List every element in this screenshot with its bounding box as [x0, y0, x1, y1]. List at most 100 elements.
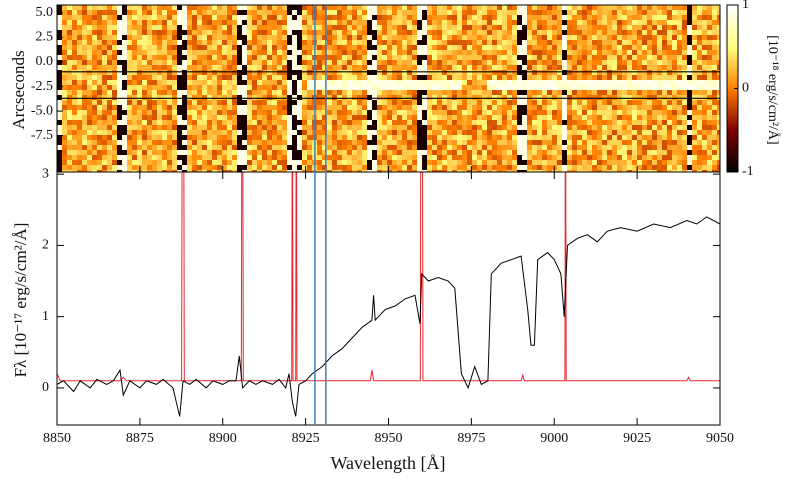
- pixel: [587, 55, 592, 60]
- pixel: [507, 100, 512, 105]
- pixel: [217, 65, 222, 70]
- pixel: [632, 5, 637, 10]
- pixel: [607, 50, 612, 55]
- pixel: [227, 40, 232, 45]
- pixel: [422, 105, 427, 110]
- pixel: [162, 105, 167, 110]
- pixel: [402, 100, 407, 105]
- pixel: [537, 30, 542, 35]
- pixel: [492, 10, 497, 15]
- pixel: [557, 55, 562, 60]
- pixel: [487, 35, 492, 40]
- pixel: [322, 135, 327, 140]
- pixel: [237, 15, 242, 20]
- pixel: [182, 150, 187, 155]
- pixel: [187, 35, 192, 40]
- pixel: [482, 60, 487, 65]
- pixel: [417, 40, 422, 45]
- pixel: [537, 145, 542, 150]
- pixel: [57, 85, 62, 90]
- pixel: [187, 135, 192, 140]
- pixel: [562, 170, 567, 172]
- pixel: [527, 25, 532, 30]
- pixel: [452, 115, 457, 120]
- pixel: [652, 165, 657, 170]
- pixel: [252, 65, 257, 70]
- pixel: [442, 120, 447, 125]
- pixel: [57, 95, 62, 100]
- pixel: [502, 35, 507, 40]
- pixel: [477, 155, 482, 160]
- pixel: [307, 20, 312, 25]
- pixel: [392, 90, 397, 95]
- pixel: [327, 120, 332, 125]
- pixel: [632, 140, 637, 145]
- pixel: [152, 40, 157, 45]
- pixel: [247, 35, 252, 40]
- pixel: [692, 115, 697, 120]
- pixel: [72, 15, 77, 20]
- pixel: [127, 110, 132, 115]
- pixel: [357, 10, 362, 15]
- pixel: [677, 90, 682, 95]
- pixel: [562, 70, 567, 75]
- pixel: [572, 115, 577, 120]
- pixel: [682, 25, 687, 30]
- pixel: [442, 140, 447, 145]
- pixel: [282, 125, 287, 130]
- pixel: [552, 100, 557, 105]
- pixel: [612, 150, 617, 155]
- pixel: [717, 25, 720, 30]
- pixel: [207, 65, 212, 70]
- pixel: [667, 100, 672, 105]
- pixel: [62, 100, 67, 105]
- pixel: [82, 30, 87, 35]
- pixel: [282, 20, 287, 25]
- pixel: [177, 20, 182, 25]
- pixel: [627, 85, 632, 90]
- pixel: [317, 135, 322, 140]
- pixel: [462, 125, 467, 130]
- pixel: [227, 135, 232, 140]
- pixel: [702, 30, 707, 35]
- pixel: [622, 95, 627, 100]
- pixel: [662, 95, 667, 100]
- pixel: [117, 30, 122, 35]
- pixel: [77, 15, 82, 20]
- pixel: [502, 50, 507, 55]
- pixel: [362, 105, 367, 110]
- pixel: [462, 170, 467, 172]
- pixel: [202, 45, 207, 50]
- pixel: [257, 70, 262, 75]
- pixel: [417, 140, 422, 145]
- pixel: [437, 20, 442, 25]
- pixel: [282, 115, 287, 120]
- pixel: [207, 95, 212, 100]
- pixel: [272, 70, 277, 75]
- pixel: [137, 40, 142, 45]
- pixel: [452, 65, 457, 70]
- pixel: [252, 45, 257, 50]
- pixel: [582, 140, 587, 145]
- pixel: [547, 130, 552, 135]
- pixel: [437, 115, 442, 120]
- pixel: [112, 165, 117, 170]
- pixel: [347, 150, 352, 155]
- pixel: [82, 35, 87, 40]
- pixel: [437, 35, 442, 40]
- pixel: [342, 150, 347, 155]
- pixel: [642, 135, 647, 140]
- pixel: [367, 150, 372, 155]
- pixel: [342, 50, 347, 55]
- pixel: [122, 45, 127, 50]
- pixel: [412, 25, 417, 30]
- pixel: [172, 115, 177, 120]
- pixel: [77, 5, 82, 10]
- pixel: [357, 160, 362, 165]
- pixel: [262, 15, 267, 20]
- pixel: [302, 55, 307, 60]
- pixel: [247, 110, 252, 115]
- pixel: [82, 85, 87, 90]
- pixel: [647, 140, 652, 145]
- pixel: [222, 170, 227, 172]
